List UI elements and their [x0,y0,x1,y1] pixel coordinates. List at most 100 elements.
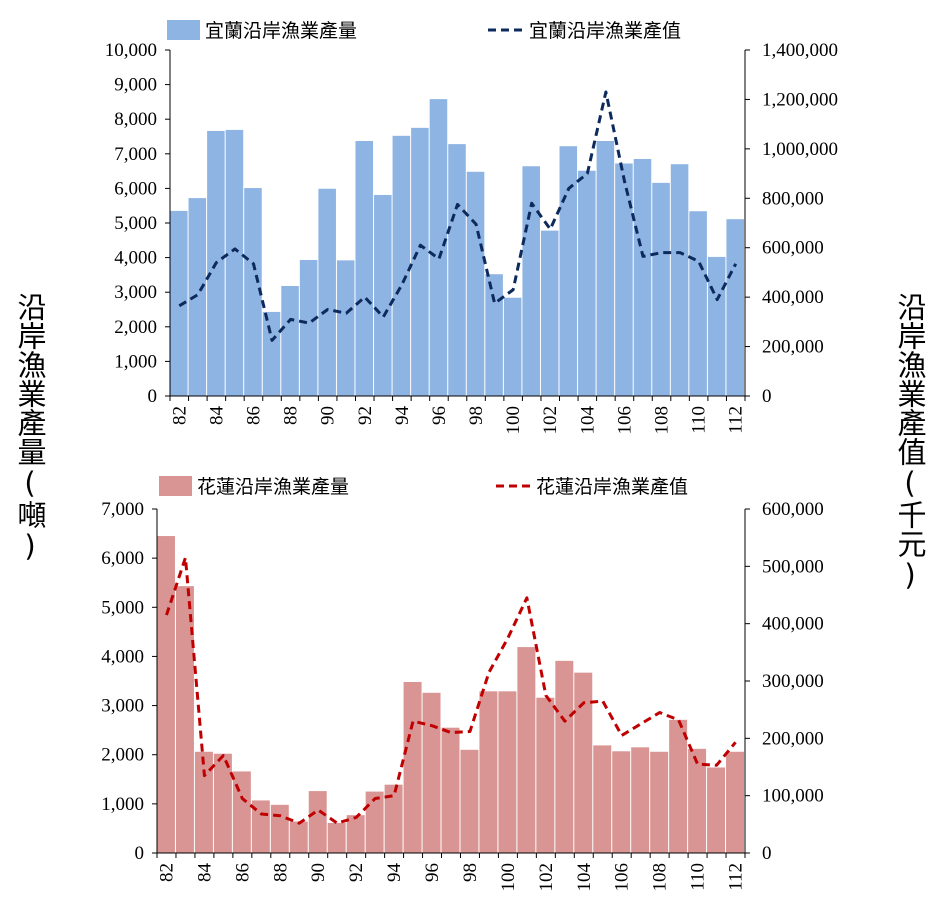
hualien-bar [688,748,707,853]
yilan-bar [726,219,744,396]
hualien-chart: 0 1,000 2,000 3,000 4,000 5,000 6,000 7,000 0 100… [101,476,824,892]
yilan-x-tick-label: 112 [726,406,747,434]
yilan-left-tick-label: 8,000 [114,109,157,130]
hualien-x-tick-label: 108 [650,863,671,892]
hualien-bar [270,804,289,853]
yilan-x-tick-label: 96 [429,406,450,425]
yilan-x-tick-label: 106 [614,406,635,435]
hualien-bar [232,771,251,853]
hualien-bar [536,697,555,853]
hualien-bar [194,751,213,853]
yilan-legend-bar-label: 宜蘭沿岸漁業產量 [205,20,357,42]
hualien-x-tick-label: 98 [460,863,481,882]
yilan-left-tick-label: 1,000 [114,351,157,372]
hualien-bar [441,727,460,853]
yilan-x-tick-label: 88 [281,406,302,425]
hualien-left-tick-label: 1,000 [101,794,144,815]
yilan-x-tick-label: 82 [169,406,190,425]
hualien-bar [384,784,403,853]
yilan-bar [615,163,633,396]
yilan-bar [522,166,540,396]
yilan-bar [411,127,429,396]
hualien-left-tick-label: 3,000 [101,696,144,717]
yilan-left-tick-label: 0 [148,386,158,407]
hualien-right-tick-label: 500,000 [762,556,824,577]
hualien-bar [593,745,612,853]
yilan-bar [540,230,559,396]
yilan-bar [336,260,355,396]
yilan-bar [503,297,522,396]
hualien-right-tick-label: 400,000 [762,614,824,635]
yilan-bar [707,256,726,396]
yilan-left-tick-label: 7,000 [114,144,157,165]
hualien-left-tick-label: 6,000 [101,548,144,569]
yilan-right-tick-label: 1,400,000 [762,40,838,61]
yilan-x-tick-label: 110 [689,406,710,434]
hualien-x-tick-label: 104 [574,863,595,892]
y-axis-left-label: 沿岸漁業產量(噸) [13,292,47,563]
hualien-left-tick-label: 4,000 [101,646,144,667]
yilan-bar [299,260,318,396]
yilan-bar [392,135,411,396]
hualien-left-tick-label: 0 [135,843,145,864]
yilan-x-tick-label: 100 [503,406,524,435]
yilan-right-tick-label: 1,000,000 [762,139,838,160]
hualien-bar [365,791,384,853]
yilan-bar [170,210,188,396]
hualien-bar [403,681,422,853]
hualien-bar [555,660,574,853]
yilan-right-tick-label: 1,200,000 [762,89,838,110]
hualien-bar [213,753,232,853]
hualien-bar [460,749,479,853]
yilan-bar [633,158,652,396]
hualien-bar [669,719,688,853]
yilan-x-tick-label: 84 [206,406,227,426]
hualien-left-tick-label: 2,000 [101,745,144,766]
hualien-bar [479,691,498,853]
yilan-x-tick-label: 94 [392,406,413,426]
hualien-bar [346,815,365,853]
hualien-bar [517,647,536,853]
hualien-bar [175,586,194,853]
yilan-right-tick-label: 600,000 [762,238,824,259]
hualien-x-tick-label: 92 [346,863,367,882]
yilan-x-tick-label: 98 [466,406,487,425]
yilan-left-tick-label: 2,000 [114,317,157,338]
hualien-bar [308,791,327,853]
hualien-x-tick-label: 86 [232,863,253,882]
hualien-x-tick-label: 90 [308,863,329,882]
hualien-left-tick-label: 7,000 [101,499,144,520]
yilan-right-tick-label: 800,000 [762,188,824,209]
yilan-x-tick-label: 102 [540,406,561,435]
yilan-x-tick-label: 86 [243,406,264,425]
hualien-legend-bar-swatch [159,476,192,496]
hualien-bar [422,692,441,853]
yilan-x-tick-label: 104 [577,406,598,435]
hualien-bar [327,823,346,853]
yilan-bar [670,164,689,396]
hualien-right-tick-label: 600,000 [762,499,824,520]
hualien-x-tick-label: 106 [612,863,633,892]
y-axis-right-label: 沿岸漁業產值(千元) [893,292,927,592]
hualien-bar [289,821,308,853]
yilan-bar [559,146,578,396]
hualien-bar [707,767,726,853]
yilan-bar [596,141,615,396]
hualien-x-tick-label: 102 [536,863,557,892]
hualien-bar [631,747,650,853]
hualien-bar [726,751,744,853]
hualien-value-line [165,556,737,825]
hualien-right-tick-label: 0 [762,843,772,864]
yilan-legend-bar-swatch [167,20,200,40]
yilan-bar [485,274,503,396]
yilan-left-tick-label: 5,000 [114,213,157,234]
hualien-x-tick-label: 112 [726,863,747,891]
yilan-bar [225,129,244,396]
yilan-bar [281,285,299,396]
yilan-bar [578,170,596,396]
yilan-bar [466,171,485,396]
hualien-bar [157,536,175,853]
hualien-x-tick-label: 84 [194,863,215,883]
yilan-bar [689,211,707,396]
